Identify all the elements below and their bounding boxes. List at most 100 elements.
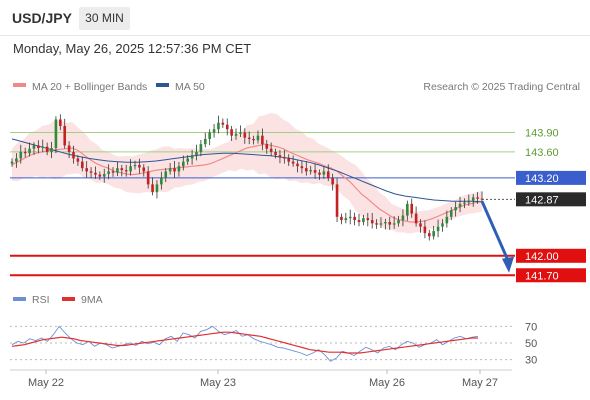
candle — [72, 145, 75, 164]
forecast-arrow — [480, 200, 514, 273]
candle — [370, 212, 374, 229]
candle — [28, 142, 31, 157]
candle — [217, 115, 220, 134]
candle-body — [309, 170, 312, 172]
candle — [322, 166, 326, 179]
candle-body — [10, 161, 14, 164]
candle — [256, 130, 260, 144]
candle — [124, 164, 128, 177]
candle-body — [63, 125, 67, 146]
candle — [173, 161, 176, 178]
timeframe-button[interactable]: 30 MIN — [79, 7, 130, 30]
candle-body — [199, 144, 203, 152]
ma20-legend-swatch — [13, 83, 26, 87]
candle — [274, 148, 277, 159]
candle-body — [379, 223, 383, 225]
candle-body — [436, 226, 440, 232]
candle — [208, 129, 211, 146]
candle-body — [160, 177, 163, 185]
candle-body — [318, 172, 321, 175]
candle-body — [182, 161, 185, 167]
candle-body — [423, 226, 427, 234]
candle-body — [37, 145, 40, 149]
candle-body — [89, 171, 93, 173]
candle — [230, 125, 233, 141]
pivot-label: 143.20 — [525, 173, 559, 185]
candle-body — [212, 129, 216, 133]
candle-body — [410, 203, 414, 214]
candle — [362, 214, 365, 226]
candle-body — [50, 148, 53, 152]
support-label: 141.70 — [525, 270, 559, 282]
candle — [449, 207, 453, 221]
candle — [190, 149, 194, 165]
candle — [458, 196, 462, 213]
candle-body — [195, 151, 198, 156]
candle-body — [190, 155, 194, 159]
top-bar: USD/JPY 30 MIN — [0, 0, 590, 36]
candle-body — [388, 222, 392, 225]
ma20-legend-label: MA 20 + Bollinger Bands — [32, 81, 147, 93]
candle — [225, 118, 229, 136]
bollinger-band — [12, 113, 482, 234]
candle — [318, 169, 321, 180]
header-divider — [0, 35, 590, 36]
candle-body — [217, 122, 220, 130]
candle-body — [283, 157, 286, 159]
candle-body — [265, 144, 269, 149]
candle-body — [353, 216, 356, 221]
candle-body — [129, 166, 132, 172]
candle-body — [449, 210, 453, 217]
candle — [269, 142, 273, 157]
candle-body — [322, 171, 326, 175]
candle — [102, 168, 106, 183]
candle-body — [151, 184, 154, 193]
candle — [401, 209, 405, 227]
candle — [239, 125, 242, 137]
rsi-legend-label: RSI — [32, 294, 50, 306]
candle-body — [296, 163, 299, 167]
candle-body — [138, 164, 141, 168]
candle-body — [133, 164, 137, 167]
candle-body — [76, 158, 80, 162]
candle-body — [419, 223, 422, 227]
candle-body — [32, 145, 36, 149]
candle-body — [274, 151, 277, 156]
candle — [414, 206, 418, 227]
candle-body — [164, 171, 168, 178]
candle — [37, 140, 40, 154]
x-tick-label: May 23 — [200, 377, 236, 389]
candle-body — [291, 161, 295, 164]
price-legend: MA 20 + Bollinger Bands MA 50 Research ©… — [13, 81, 580, 93]
candle — [441, 219, 444, 232]
candle — [476, 192, 479, 204]
rsi-line — [11, 325, 479, 362]
candle — [392, 216, 396, 229]
support-label-box — [516, 248, 586, 263]
x-axis: May 22 May 23 May 26 May 27 — [28, 370, 498, 389]
candle-body — [225, 124, 229, 130]
candle-body — [406, 203, 409, 216]
ma50-legend-label: MA 50 — [175, 81, 205, 93]
candle — [331, 173, 334, 191]
candle — [340, 213, 343, 225]
x-tick-label: May 27 — [462, 377, 498, 389]
candle — [278, 149, 282, 164]
instrument-title: USD/JPY — [12, 10, 72, 26]
candle — [19, 144, 23, 164]
candle — [151, 177, 154, 196]
pivot-label-box — [516, 170, 586, 185]
candle — [107, 164, 110, 180]
candle-body — [414, 213, 418, 224]
candle — [155, 180, 159, 199]
candle — [160, 171, 163, 190]
candle-body — [384, 222, 387, 224]
candle — [199, 139, 203, 157]
candle — [427, 229, 431, 241]
rsi-tick-label: 70 — [525, 321, 537, 333]
candle-body — [392, 223, 396, 225]
candle-body — [28, 148, 31, 154]
candle-body — [177, 166, 181, 172]
candle — [265, 139, 269, 154]
